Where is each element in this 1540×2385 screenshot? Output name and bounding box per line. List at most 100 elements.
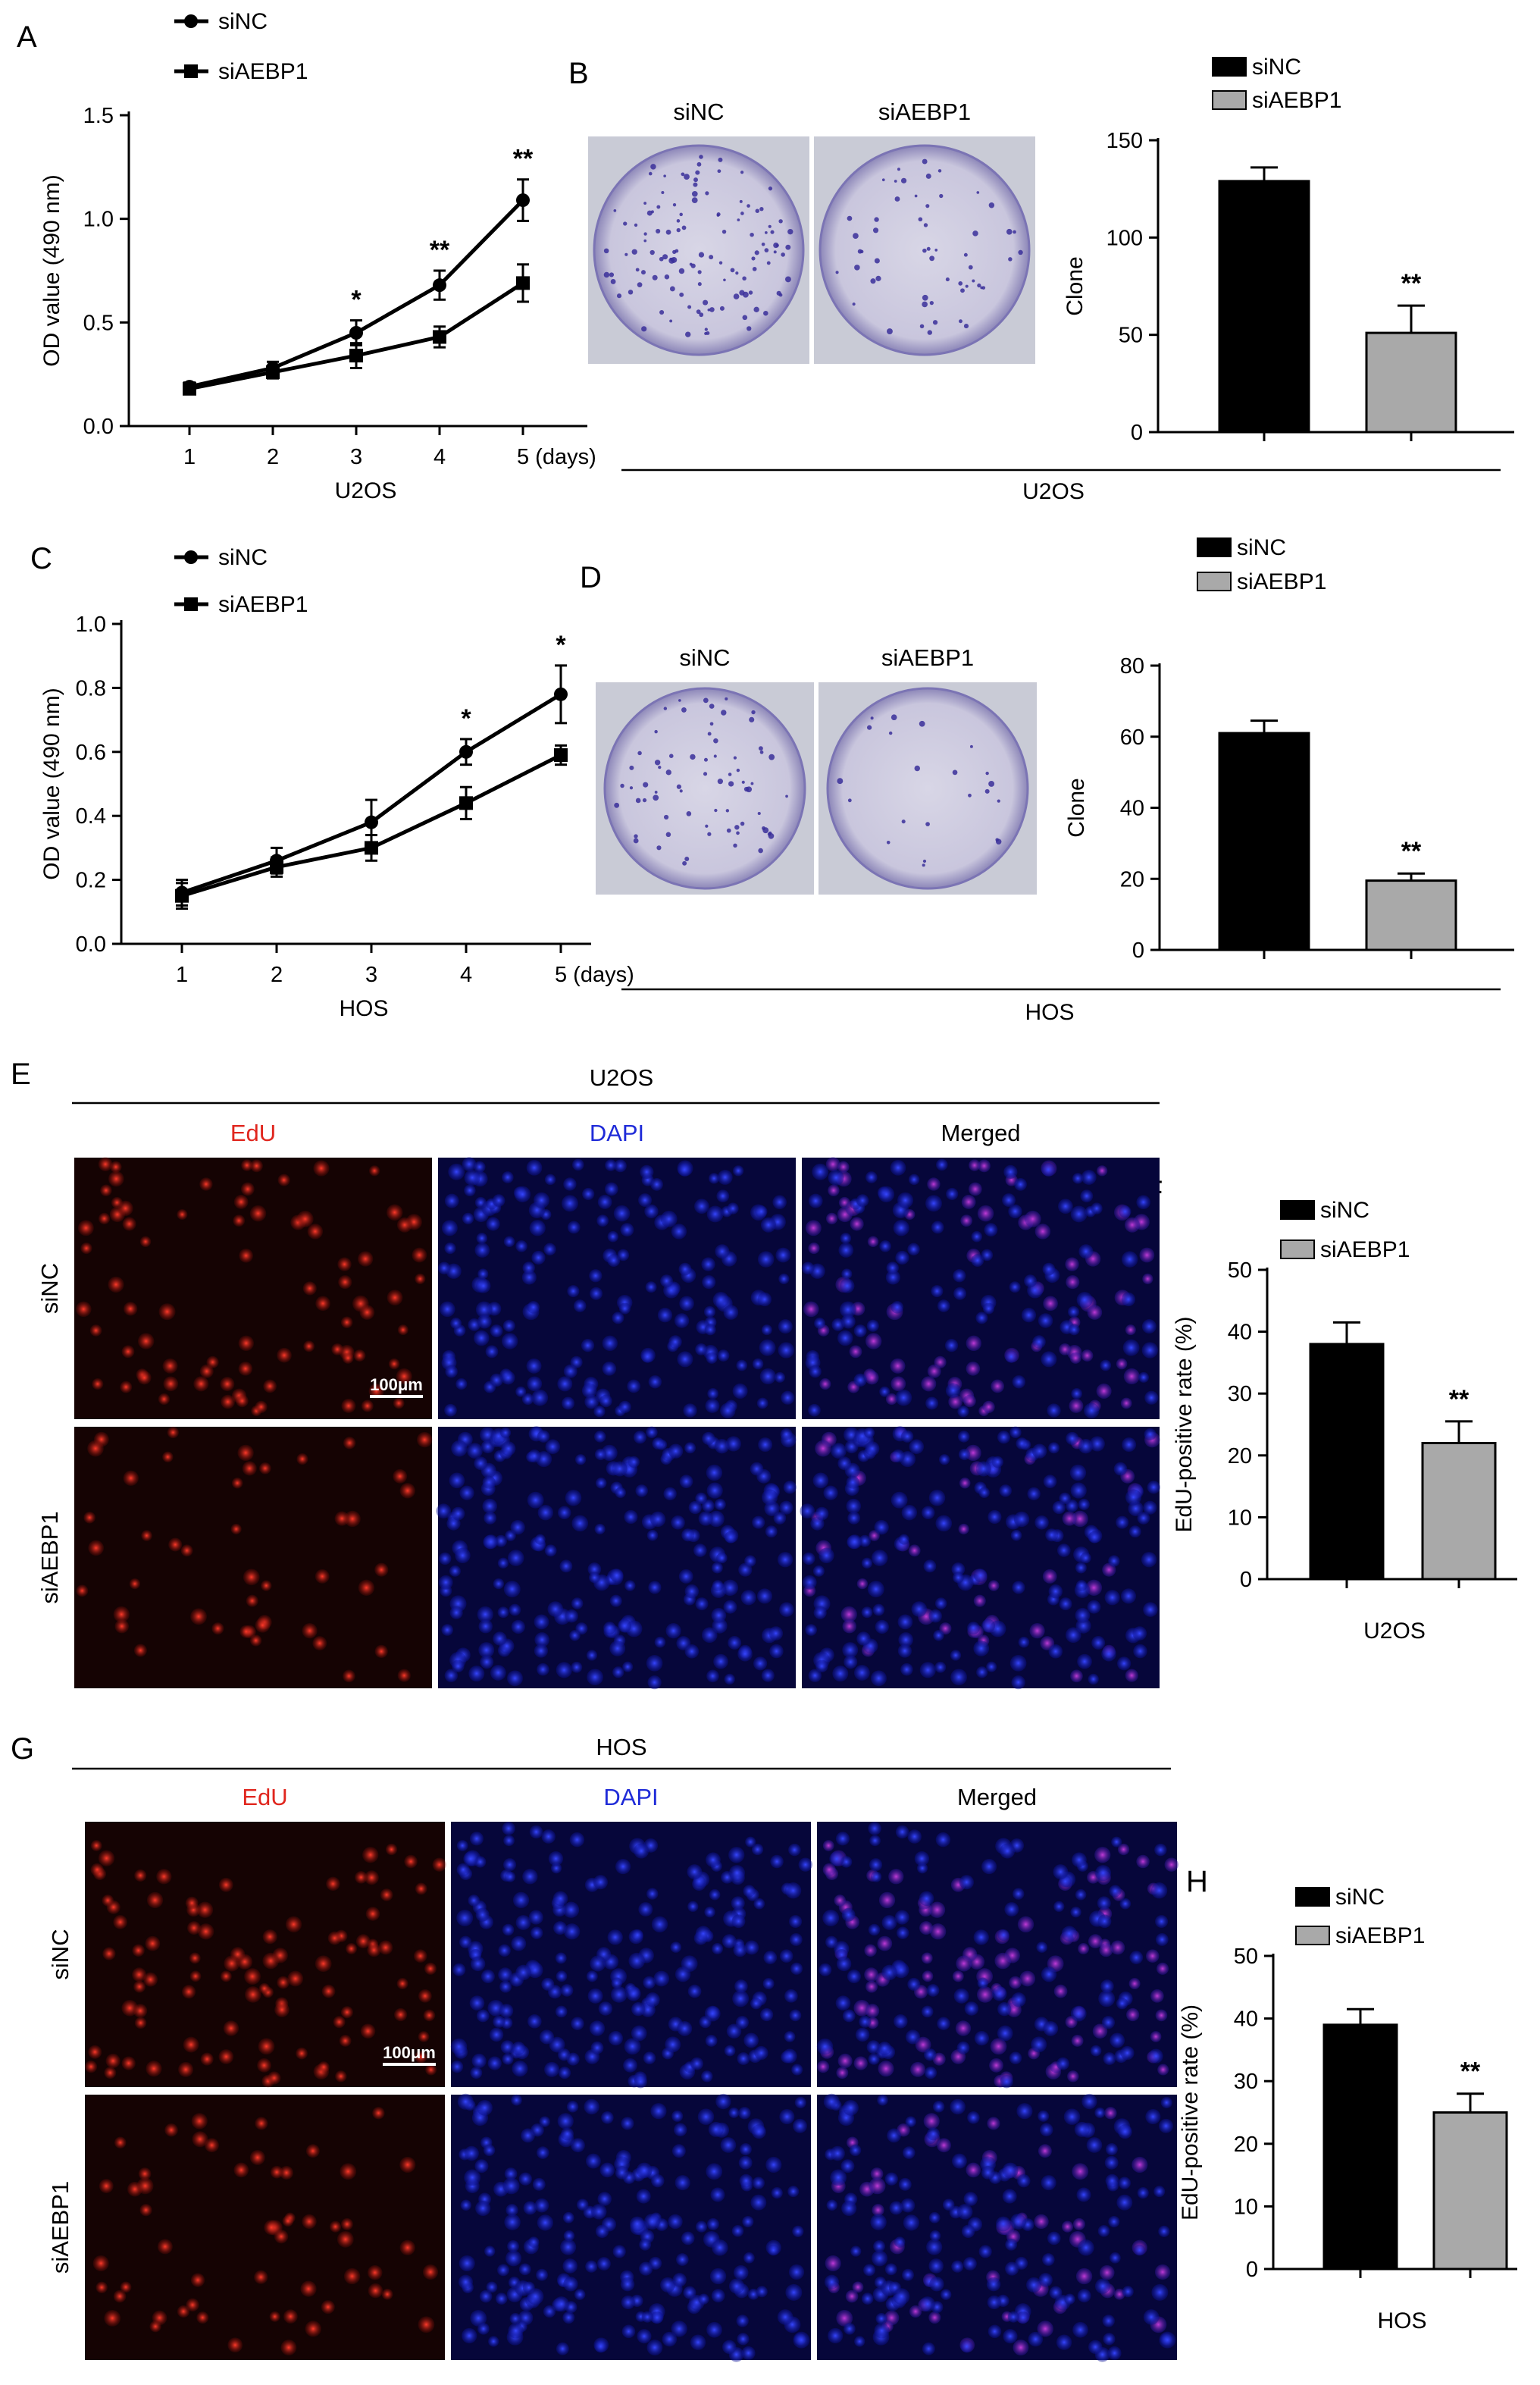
- colony: [733, 293, 740, 299]
- cell-nucleus: [444, 1669, 459, 1682]
- cell-nucleus: [960, 1214, 973, 1227]
- cell-nucleus: [739, 2173, 753, 2188]
- cell-nucleus: [879, 1386, 891, 1397]
- cell-nucleus: [790, 1962, 803, 1975]
- cell-nucleus: [137, 1333, 155, 1349]
- cell-nucleus: [1052, 1500, 1066, 1515]
- cell-nucleus: [1037, 2321, 1053, 2337]
- cell-nucleus: [1053, 1864, 1069, 1880]
- cell-nucleus: [836, 1956, 852, 1972]
- cell-nucleus: [1009, 1654, 1027, 1672]
- cell-nucleus: [512, 1891, 530, 1909]
- cell-nucleus: [1067, 2070, 1079, 2083]
- colony: [837, 778, 844, 785]
- cell-nucleus: [701, 1627, 718, 1644]
- cell-nucleus: [926, 2239, 943, 2255]
- cell-nucleus: [1117, 1843, 1130, 1856]
- cell-nucleus: [961, 2224, 975, 2239]
- colony: [719, 306, 725, 311]
- cell-nucleus: [259, 1462, 271, 1475]
- row-label-siAEBP1: siAEBP1: [36, 1511, 63, 1603]
- cell-nucleus: [257, 2057, 271, 2073]
- colony: [766, 261, 771, 265]
- colony: [785, 794, 788, 798]
- cell-nucleus: [556, 2342, 569, 2355]
- colony: [705, 191, 709, 196]
- colony: [968, 793, 972, 798]
- cell-nucleus: [757, 1292, 772, 1307]
- cell-nucleus: [1101, 2016, 1116, 2029]
- x-axis-label: U2OS: [335, 478, 397, 503]
- cell-nucleus: [98, 1212, 111, 1225]
- y-tick-label: 0: [1132, 939, 1144, 963]
- cell-nucleus: [895, 1825, 909, 1839]
- colony: [642, 798, 647, 803]
- colony: [610, 279, 616, 284]
- cell-nucleus: [1024, 1274, 1037, 1288]
- cell-nucleus: [185, 1896, 199, 1910]
- cell-nucleus: [527, 1961, 543, 1979]
- colony: [691, 197, 698, 204]
- cell-nucleus: [415, 2051, 427, 2064]
- cell-nucleus: [143, 1972, 158, 1987]
- cell-nucleus: [463, 1851, 478, 1866]
- cell-nucleus: [898, 1534, 909, 1545]
- cell-nucleus: [634, 1843, 649, 1859]
- cell-nucleus: [946, 1187, 959, 1201]
- colony: [733, 843, 737, 848]
- legend-marker: [184, 597, 198, 611]
- cell-nucleus: [714, 1498, 726, 1511]
- cell-nucleus: [1097, 1165, 1108, 1177]
- colony: [972, 230, 978, 237]
- cell-nucleus: [1012, 1581, 1025, 1594]
- colony: [847, 215, 853, 221]
- cell-nucleus: [449, 1606, 463, 1619]
- colony: [672, 249, 677, 254]
- colony: [689, 262, 693, 266]
- cell-nucleus: [1081, 1170, 1097, 1185]
- cell-nucleus: [1145, 1949, 1160, 1963]
- cell-nucleus: [1061, 1926, 1078, 1942]
- bar-siAEBP1: [1432, 2111, 1508, 2271]
- cell-nucleus: [486, 1217, 500, 1231]
- cell-nucleus: [816, 2060, 830, 2073]
- cell-nucleus: [868, 2053, 880, 2065]
- colony: [662, 254, 668, 260]
- cell-nucleus: [1042, 1569, 1057, 1584]
- cell-nucleus: [955, 2020, 972, 2036]
- cell-nucleus: [231, 1477, 243, 1489]
- cell-nucleus: [900, 2198, 916, 2213]
- colony: [937, 169, 942, 173]
- cell-nucleus: [277, 1976, 290, 1989]
- colony: [768, 186, 773, 191]
- colony: [641, 326, 647, 332]
- cell-nucleus: [793, 2331, 810, 2349]
- cell-nucleus: [1105, 2173, 1119, 2188]
- cell-nucleus: [537, 1504, 554, 1521]
- cell-nucleus: [705, 1398, 720, 1413]
- cell-nucleus: [852, 2281, 864, 2293]
- cell-nucleus: [721, 1934, 737, 1949]
- cell-nucleus: [467, 1443, 483, 1459]
- data-point-siAEBP1: [433, 330, 446, 344]
- cell-nucleus: [104, 2067, 117, 2079]
- cell-nucleus: [770, 1854, 784, 1869]
- cell-nucleus: [671, 2144, 686, 2158]
- cell-nucleus: [1000, 1843, 1016, 1859]
- cell-nucleus: [249, 1205, 267, 1222]
- cell-nucleus: [162, 1451, 174, 1463]
- cell-nucleus: [924, 2048, 937, 2061]
- colony: [952, 769, 958, 776]
- cell-nucleus: [211, 1622, 224, 1635]
- cell-nucleus: [593, 1406, 606, 1418]
- cell-nucleus: [717, 1170, 733, 1185]
- cell-nucleus: [233, 2162, 249, 2178]
- cell-nucleus: [484, 2246, 496, 2257]
- colony: [725, 697, 728, 700]
- cell-nucleus: [856, 1578, 869, 1590]
- cell-nucleus: [1121, 1292, 1136, 1307]
- cell-nucleus: [752, 1358, 764, 1370]
- cell-nucleus: [563, 1177, 577, 1191]
- cell-nucleus: [750, 2194, 767, 2211]
